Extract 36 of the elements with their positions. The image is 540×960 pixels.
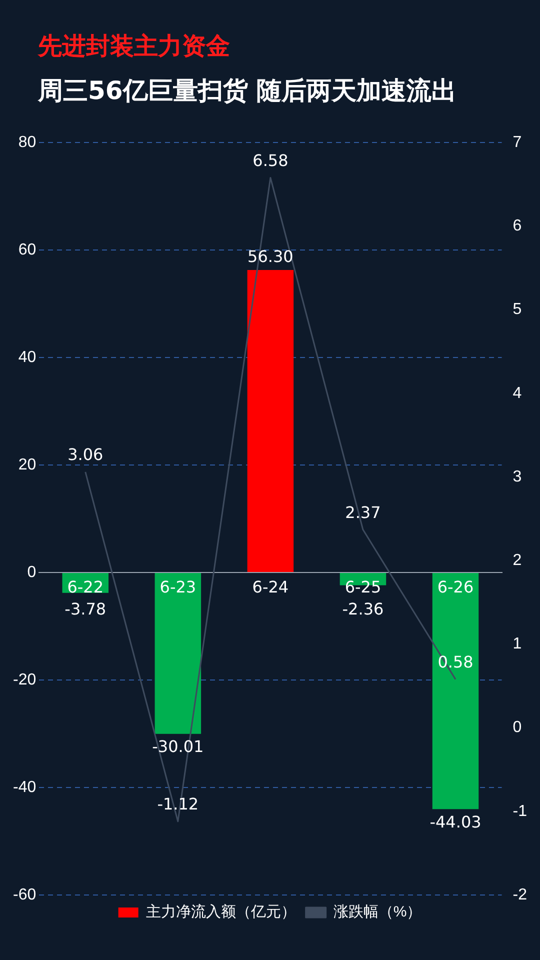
y2-tick-label: 4 [512, 384, 522, 402]
chart-title: 先进封装主力资金 [38, 31, 230, 62]
y2-tick-label: 6 [512, 218, 522, 235]
data-label: 2.37 [345, 502, 381, 522]
data-label: 56.30 [248, 247, 294, 266]
y2-tick-label: 7 [512, 134, 522, 152]
data-label: -44.03 [430, 812, 482, 832]
data-label: -1.12 [157, 794, 199, 814]
legend-label: 涨跌幅（%） [333, 904, 422, 921]
data-label: -2.36 [342, 600, 384, 619]
data-label: -3.78 [64, 600, 106, 619]
x-tick-label: 6-22 [67, 578, 104, 597]
x-tick-label: 6-26 [437, 578, 474, 597]
y-tick-label: 20 [18, 456, 36, 474]
y-tick-label: 60 [18, 241, 36, 258]
y2-tick-label: 2 [512, 552, 522, 570]
chart-subtitle: 周三56亿巨量扫货 随后两天加速流出 [38, 75, 456, 107]
y2-tick-label: 1 [512, 636, 522, 653]
data-label: 3.06 [68, 445, 104, 464]
y2-tick-label: 3 [512, 468, 522, 486]
y-tick-label: -20 [13, 671, 36, 688]
legend-label: 主力净流入额（亿元） [146, 904, 296, 921]
y2-tick-label: -1 [512, 802, 528, 820]
y-tick-label: -60 [13, 886, 36, 904]
data-label: 0.58 [438, 652, 474, 672]
y2-tick-label: -2 [512, 886, 528, 904]
y-tick-label: 0 [27, 564, 36, 581]
data-label: -30.01 [152, 736, 204, 756]
x-tick-label: 6-23 [160, 578, 196, 597]
y-tick-label: 80 [18, 134, 36, 152]
y2-tick-label: 0 [512, 719, 522, 736]
y-tick-label: 40 [18, 348, 36, 366]
data-label: 6.58 [252, 150, 288, 170]
x-tick-label: 6-24 [252, 578, 289, 597]
y2-tick-label: 5 [512, 301, 522, 318]
y-tick-label: -40 [13, 778, 36, 796]
